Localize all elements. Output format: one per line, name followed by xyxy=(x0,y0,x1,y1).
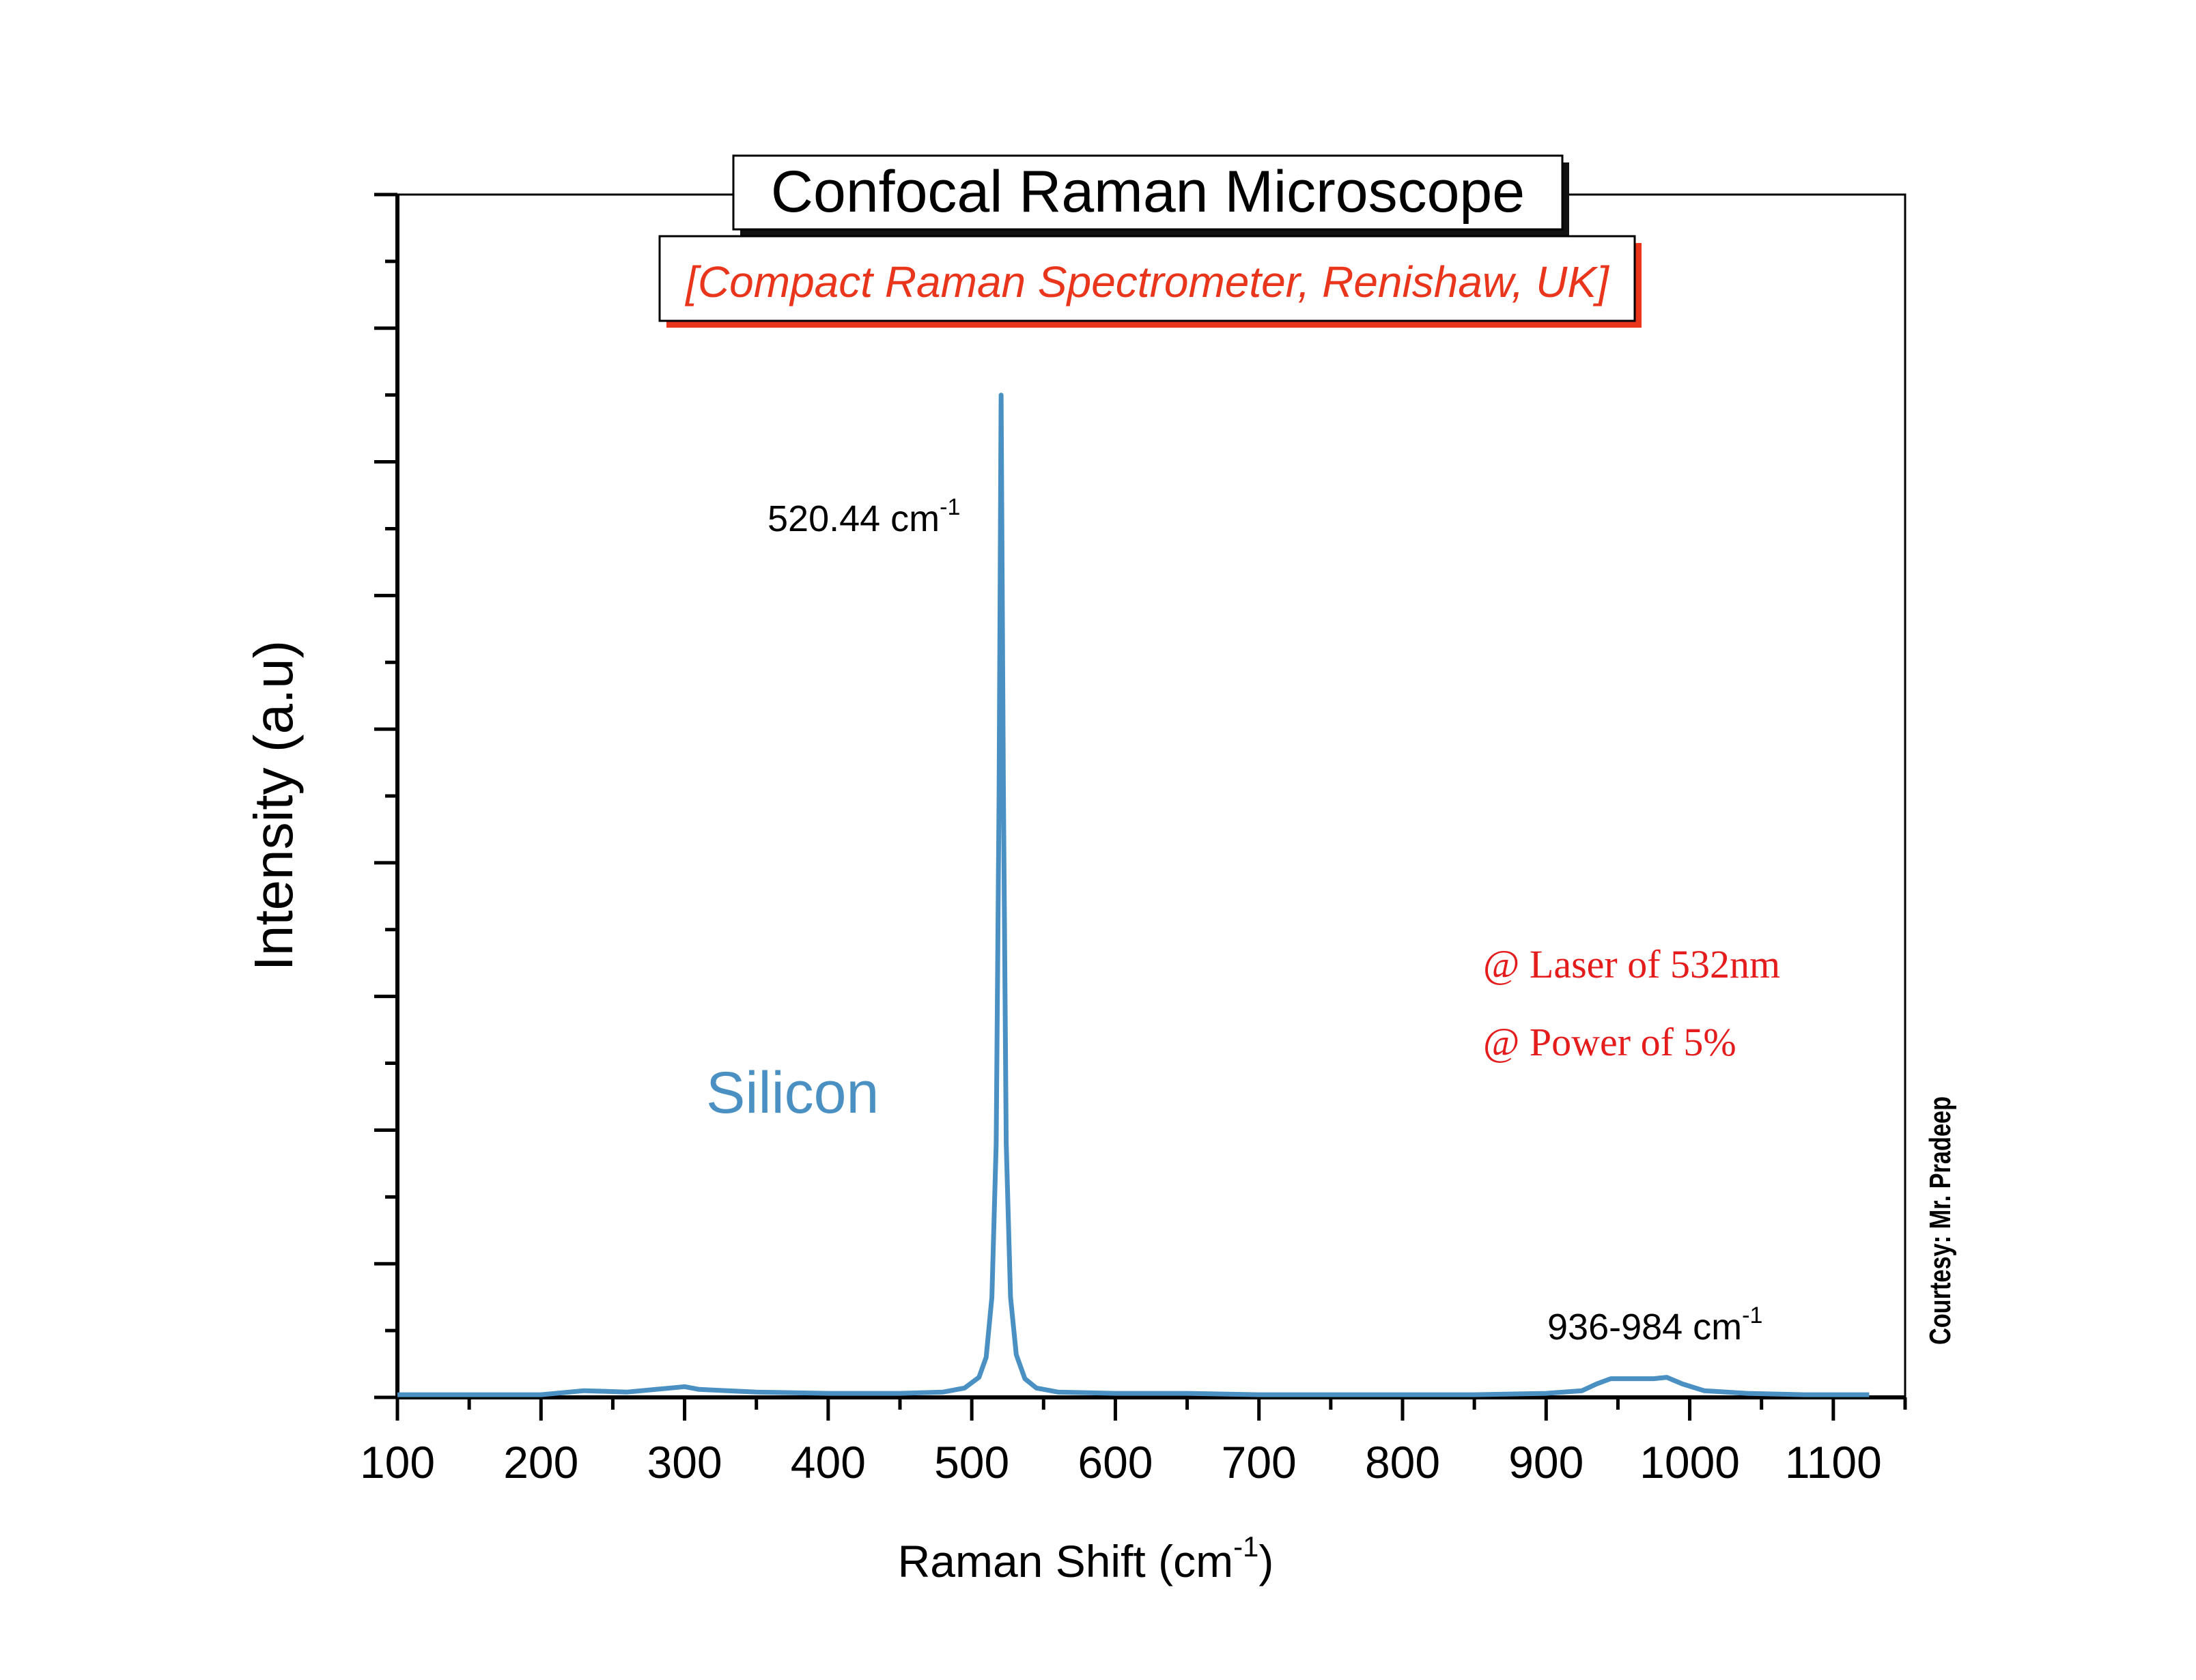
x-tick-label: 700 xyxy=(1222,1437,1297,1487)
x-axis-ticks xyxy=(395,1397,1907,1421)
y-axis-ticks xyxy=(374,193,397,1399)
band-annotation: 936-984 cm-1 xyxy=(1547,1302,1762,1348)
x-tick-label: 1000 xyxy=(1639,1437,1740,1487)
band-annotation-value: 936-984 cm xyxy=(1547,1307,1742,1348)
x-tick-label: 800 xyxy=(1365,1437,1440,1487)
power-note: @ Power of 5% xyxy=(1483,1020,1736,1064)
x-axis-tick-labels: 100 200 300 400 500 600 700 800 900 1000 1100 xyxy=(360,1437,1882,1487)
subtitle-box xyxy=(658,235,1636,322)
x-tick-label: 900 xyxy=(1508,1437,1583,1487)
x-axis-label-superscript: -1 xyxy=(1233,1530,1258,1563)
x-tick-label: 1100 xyxy=(1785,1437,1882,1487)
chart-subtitle: [Compact Raman Spectrometer, Renishaw, U… xyxy=(684,257,1609,307)
peak-annotation-superscript: -1 xyxy=(940,494,960,520)
peak-annotation-value: 520.44 cm xyxy=(768,498,940,539)
band-annotation-superscript: -1 xyxy=(1742,1302,1762,1328)
peak-annotation: 520.44 cm-1 xyxy=(768,494,960,539)
series-line-silicon xyxy=(397,393,1870,1397)
plot-frame xyxy=(396,193,1906,1399)
x-tick-label: 600 xyxy=(1078,1437,1153,1487)
sample-label: Silicon xyxy=(706,1060,879,1126)
title-box xyxy=(732,154,1564,231)
x-axis-label: Raman Shift (cm-1) xyxy=(898,1530,1274,1586)
x-tick-label: 100 xyxy=(360,1437,435,1487)
x-axis-label-main: Raman Shift (cm xyxy=(898,1536,1233,1586)
y-axis-label: Intensity (a.u) xyxy=(243,640,304,971)
x-tick-label: 400 xyxy=(791,1437,866,1487)
courtesy-credit: Courtesy: Mr. Pradeep xyxy=(1924,1096,1957,1345)
x-tick-label: 500 xyxy=(934,1437,1009,1487)
x-tick-label: 200 xyxy=(503,1437,578,1487)
x-tick-label: 300 xyxy=(647,1437,722,1487)
laser-note: @ Laser of 532nm xyxy=(1483,942,1780,986)
chart-title: Confocal Raman Microscope xyxy=(771,159,1525,225)
x-axis-label-close: ) xyxy=(1258,1536,1273,1586)
